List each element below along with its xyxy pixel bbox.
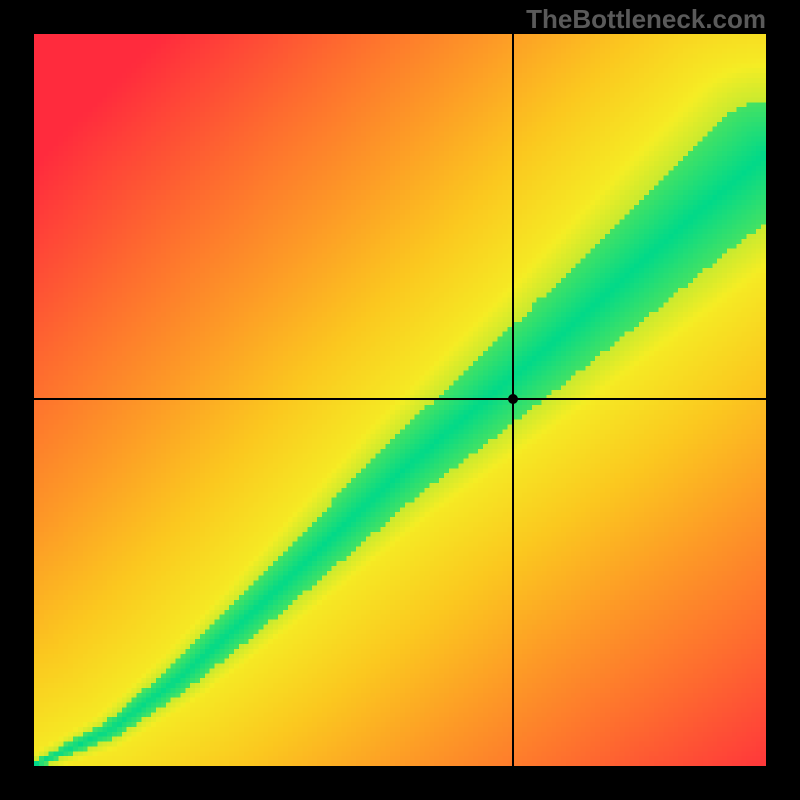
heatmap-plot bbox=[34, 34, 766, 766]
crosshair-marker bbox=[508, 394, 518, 404]
watermark-text: TheBottleneck.com bbox=[526, 4, 766, 35]
chart-container: TheBottleneck.com bbox=[0, 0, 800, 800]
crosshair-horizontal bbox=[34, 398, 766, 400]
